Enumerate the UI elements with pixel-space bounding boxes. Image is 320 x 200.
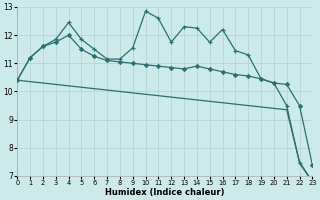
X-axis label: Humidex (Indice chaleur): Humidex (Indice chaleur) xyxy=(105,188,225,197)
